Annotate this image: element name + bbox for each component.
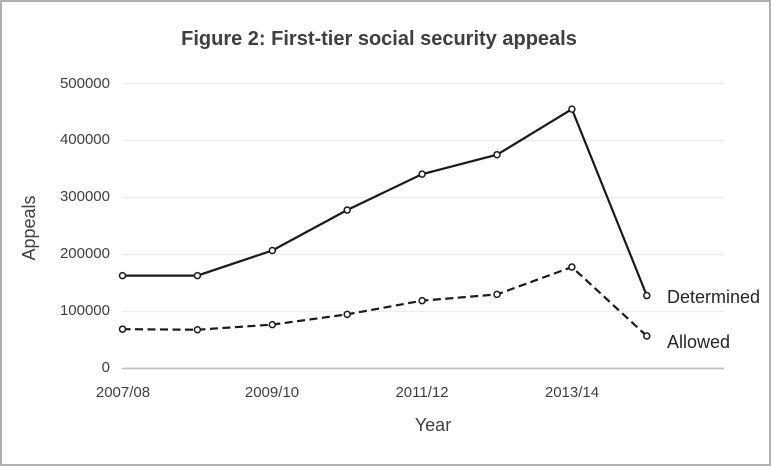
x-axis-title: Year bbox=[414, 415, 452, 435]
y-tick-label: 100000 bbox=[59, 302, 110, 319]
x-tick-label: 2011/12 bbox=[395, 384, 449, 401]
data-point-marker-determined bbox=[493, 151, 501, 159]
y-tick-label: 300000 bbox=[59, 188, 110, 205]
data-point-marker-allowed bbox=[343, 310, 351, 319]
data-point-marker-determined bbox=[268, 246, 277, 255]
x-tick-label: 2009/10 bbox=[244, 384, 300, 401]
series-label-allowed: Allowed bbox=[667, 332, 731, 352]
y-tick-label: 0 bbox=[101, 359, 110, 376]
data-point-marker-determined bbox=[643, 291, 651, 300]
chart-title: Figure 2: First-tier social security app… bbox=[181, 28, 577, 50]
series-line-allowed bbox=[122, 265, 648, 337]
data-point-marker-allowed bbox=[493, 290, 501, 299]
data-point-marker-determined bbox=[568, 105, 576, 113]
data-point-marker-allowed bbox=[643, 332, 651, 340]
y-axis-title: Appeals bbox=[19, 195, 39, 261]
data-point-marker-determined bbox=[193, 271, 202, 280]
x-tick-label: 2007/08 bbox=[95, 384, 151, 401]
series-line-determined bbox=[122, 107, 648, 296]
y-tick-label: 500000 bbox=[59, 75, 110, 92]
data-point-marker-allowed bbox=[568, 263, 576, 271]
y-tick-label: 200000 bbox=[59, 245, 110, 262]
data-point-marker-determined bbox=[343, 206, 351, 214]
series-label-determined: Determined bbox=[667, 287, 761, 307]
y-tick-label: 400000 bbox=[59, 131, 110, 148]
data-point-marker-determined bbox=[118, 271, 127, 280]
data-point-marker-determined bbox=[418, 170, 426, 178]
data-point-marker-allowed bbox=[268, 320, 277, 329]
data-point-marker-allowed bbox=[193, 325, 202, 334]
x-tick-label: 2013/14 bbox=[544, 384, 600, 401]
data-point-marker-allowed bbox=[118, 325, 127, 333]
data-point-marker-allowed bbox=[418, 296, 426, 305]
